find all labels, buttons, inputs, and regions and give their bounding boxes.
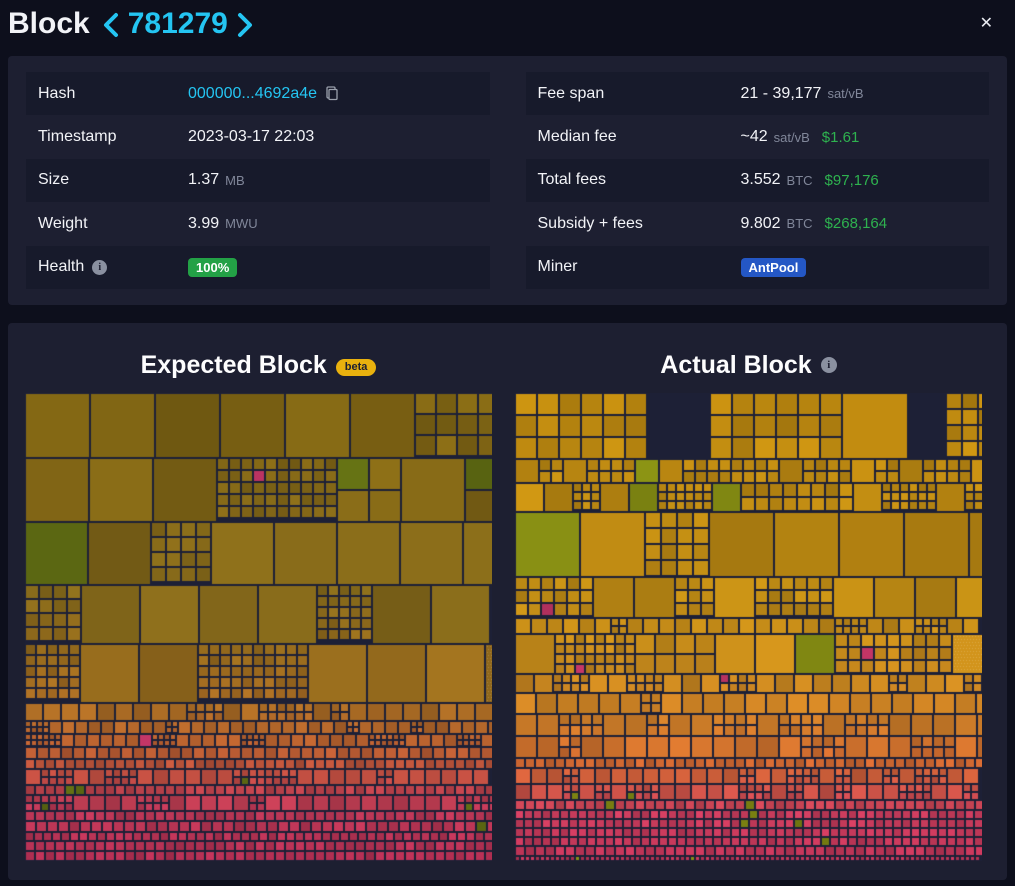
value-text: 21 - 39,177 bbox=[740, 84, 822, 102]
row-label-text: Weight bbox=[38, 214, 88, 232]
visualization-grid: Expected Block beta Actual Block i bbox=[25, 350, 990, 861]
value-text: 1.37 bbox=[188, 171, 220, 189]
row-value: 3.99 MWU bbox=[188, 215, 258, 233]
table-row: Total fees 3.552 BTC $97,176 bbox=[525, 158, 989, 203]
row-label: Hash bbox=[38, 85, 188, 103]
value-text: 2023-03-17 22:03 bbox=[188, 128, 315, 146]
header: Block 781279 ✕ bbox=[0, 0, 1015, 47]
miner-badge[interactable]: AntPool bbox=[740, 257, 807, 277]
actual-block-title: Actual Block bbox=[660, 350, 812, 379]
close-icon[interactable]: ✕ bbox=[979, 14, 993, 32]
table-row: Health i 100% bbox=[26, 245, 490, 289]
unit-label: BTC bbox=[786, 216, 813, 232]
table-row: Median fee ~42 sat/vB $1.61 bbox=[526, 115, 990, 158]
block-visualization-panel: Expected Block beta Actual Block i bbox=[8, 323, 1007, 880]
table-row: Size 1.37 MB bbox=[26, 158, 490, 203]
row-label-text: Miner bbox=[537, 258, 578, 276]
row-value: 1.37 MB bbox=[188, 171, 245, 189]
row-label: Health i bbox=[38, 258, 188, 276]
copy-icon[interactable] bbox=[325, 86, 339, 101]
chevron-left-icon[interactable] bbox=[102, 9, 119, 38]
page-title: Block bbox=[8, 6, 90, 40]
info-icon[interactable]: i bbox=[820, 357, 837, 373]
row-label: Miner bbox=[538, 258, 741, 276]
row-value: 2023-03-17 22:03 bbox=[188, 128, 314, 146]
actual-block-treemap[interactable] bbox=[515, 393, 982, 861]
block-navigation: 781279 bbox=[102, 7, 254, 41]
unit-label: MB bbox=[225, 172, 245, 188]
hash-link[interactable]: 000000...4692a4e bbox=[188, 84, 318, 102]
table-row: Subsidy + fees 9.802 BTC $268,164 bbox=[526, 202, 990, 245]
row-label-text: Timestamp bbox=[38, 128, 117, 146]
value-text: 3.552 bbox=[740, 171, 781, 189]
table-row: Fee span 21 - 39,177 sat/vB bbox=[525, 72, 989, 116]
block-details-left-table: Hash 000000...4692a4e Timestamp 2023-03-17 … bbox=[26, 72, 490, 289]
row-label-text: Median fee bbox=[537, 128, 617, 146]
block-details-panel: Hash 000000...4692a4e Timestamp 2023-03-17 … bbox=[8, 56, 1007, 305]
expected-block-title: Expected Block bbox=[140, 350, 327, 379]
usd-value: $1.61 bbox=[821, 128, 860, 146]
row-label: Weight bbox=[38, 215, 188, 233]
expected-block-treemap[interactable] bbox=[25, 393, 492, 861]
row-label-text: Total fees bbox=[537, 171, 606, 189]
block-details-right-table: Fee span 21 - 39,177 sat/vB Median fee ~42 sa… bbox=[525, 72, 990, 289]
unit-label: BTC bbox=[786, 172, 813, 188]
row-label-text: Health bbox=[38, 258, 85, 276]
table-row: Timestamp 2023-03-17 22:03 bbox=[26, 115, 490, 158]
expected-block-column: Expected Block beta bbox=[25, 350, 492, 861]
table-row: Weight 3.99 MWU bbox=[26, 202, 490, 245]
row-label-text: Subsidy + fees bbox=[537, 214, 643, 232]
row-value: ~42 sat/vB $1.61 bbox=[741, 128, 860, 146]
row-value: 3.552 BTC $97,176 bbox=[741, 171, 879, 189]
value-text: ~42 bbox=[740, 128, 768, 146]
info-icon[interactable]: i bbox=[92, 259, 108, 275]
row-value: 9.802 BTC $268,164 bbox=[741, 215, 888, 233]
row-label: Total fees bbox=[538, 171, 741, 189]
row-value: AntPool bbox=[740, 257, 807, 277]
table-row: Miner AntPool bbox=[525, 245, 989, 289]
block-height-link[interactable]: 781279 bbox=[127, 6, 228, 40]
row-label: Size bbox=[38, 171, 188, 189]
value-text: 3.99 bbox=[188, 214, 220, 232]
unit-label: sat/vB bbox=[827, 86, 864, 102]
actual-block-column: Actual Block i bbox=[515, 350, 982, 861]
row-label-text: Size bbox=[38, 171, 70, 189]
table-row: Hash 000000...4692a4e bbox=[26, 72, 490, 116]
chevron-right-icon[interactable] bbox=[237, 9, 254, 38]
row-label: Timestamp bbox=[38, 128, 188, 146]
usd-value: $268,164 bbox=[824, 215, 888, 233]
row-value: 100% bbox=[188, 257, 238, 277]
row-value: 000000...4692a4e bbox=[188, 85, 339, 103]
actual-block-title-row: Actual Block i bbox=[515, 350, 982, 380]
row-label: Median fee bbox=[538, 128, 741, 146]
expected-block-title-row: Expected Block beta bbox=[25, 350, 492, 380]
unit-label: sat/vB bbox=[773, 129, 810, 145]
health-badge: 100% bbox=[188, 257, 238, 277]
row-label-text: Fee span bbox=[537, 84, 605, 102]
row-value: 21 - 39,177 sat/vB bbox=[741, 85, 864, 103]
value-text: 9.802 bbox=[740, 214, 781, 232]
row-label: Fee span bbox=[538, 85, 741, 103]
row-label: Subsidy + fees bbox=[538, 215, 741, 233]
row-label-text: Hash bbox=[38, 84, 76, 102]
usd-value: $97,176 bbox=[824, 171, 879, 189]
unit-label: MWU bbox=[225, 216, 258, 232]
beta-badge: beta bbox=[335, 358, 377, 376]
